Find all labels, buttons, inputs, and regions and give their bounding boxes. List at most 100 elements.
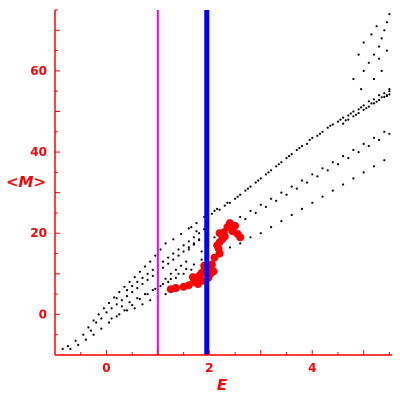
black-points-point (280, 220, 283, 223)
black-points-point (143, 293, 147, 296)
black-points-point (177, 272, 180, 275)
black-points-point (326, 169, 329, 172)
black-points-point (318, 132, 322, 135)
black-points-point (151, 274, 154, 277)
black-points-point (125, 309, 129, 312)
black-points-point (300, 144, 304, 148)
black-points-point (362, 171, 365, 174)
black-points-point (370, 33, 373, 36)
black-points-point (118, 291, 121, 294)
vertical-lines (156, 10, 210, 355)
black-points-point (69, 347, 72, 350)
black-points-point (118, 313, 121, 316)
black-points-point (149, 260, 152, 263)
black-points-point (234, 197, 237, 200)
black-points-point (141, 282, 144, 286)
black-points-point (216, 207, 219, 210)
black-points-point (388, 132, 391, 135)
black-points-point (228, 201, 231, 204)
black-points-point (362, 104, 365, 107)
black-points-point (280, 161, 283, 164)
black-points-point (141, 276, 144, 279)
black-points-point (164, 277, 167, 280)
black-points-point (280, 191, 283, 194)
black-points-point (367, 100, 370, 103)
black-points-point (177, 248, 180, 251)
black-points-point (133, 307, 136, 310)
y-tick-label: 40 (30, 145, 47, 159)
red-cluster-point (209, 267, 218, 276)
black-points-point (367, 105, 370, 108)
black-points-point (375, 100, 378, 103)
black-points-point (362, 69, 365, 72)
black-points-point (326, 126, 329, 129)
black-points-point (190, 226, 193, 229)
black-points-point (213, 236, 216, 239)
black-points-point (174, 268, 177, 271)
red-cluster-point (215, 249, 224, 258)
black-points-point (161, 266, 165, 269)
black-points-point (298, 146, 301, 150)
black-points-point (195, 222, 198, 225)
black-points-point (107, 321, 111, 324)
black-points-point (362, 41, 365, 44)
black-points-point (239, 215, 242, 219)
black-points-point (336, 163, 340, 166)
black-points-point (151, 289, 154, 292)
black-points-point (146, 272, 149, 275)
black-points-point (154, 254, 157, 257)
black-points-point (113, 296, 116, 299)
black-points-point (275, 199, 278, 202)
black-points-point (380, 69, 383, 72)
black-points-point (290, 213, 293, 217)
black-points-point (352, 148, 355, 152)
black-points-point (347, 118, 350, 121)
black-points-point (357, 112, 360, 115)
black-points-point (288, 155, 291, 158)
black-points-point (218, 208, 221, 211)
black-points-point (192, 263, 195, 266)
black-points-point (300, 207, 304, 210)
black-points-point (84, 338, 87, 341)
black-points-point (120, 299, 123, 302)
black-points-point (123, 285, 126, 288)
black-points-point (125, 295, 129, 298)
black-points-point (352, 77, 355, 81)
black-points-point (223, 204, 226, 207)
black-points-point (146, 293, 149, 296)
black-points-point (352, 115, 355, 118)
black-points-point (115, 315, 118, 318)
black-points-point (383, 159, 386, 162)
black-points-point (329, 124, 332, 127)
x-tick-label: 0 (102, 361, 110, 375)
black-points-point (388, 88, 391, 91)
black-points-point (164, 293, 167, 296)
black-points-point (365, 107, 368, 110)
black-points-point (347, 114, 350, 117)
black-points-point (362, 142, 365, 145)
black-points-point (362, 108, 365, 111)
black-points-point (367, 61, 370, 64)
black-points-point (249, 236, 252, 239)
black-points-point (331, 123, 334, 126)
black-points-point (136, 280, 139, 283)
black-points-point (187, 248, 190, 251)
black-points-point (192, 236, 195, 239)
black-points-point (138, 270, 141, 273)
black-points-point (172, 252, 175, 255)
black-points-point (110, 317, 113, 320)
black-points-point (370, 102, 373, 105)
black-points-point (300, 179, 304, 182)
black-points-point (367, 144, 370, 148)
black-points-point (378, 45, 381, 48)
black-points-point (311, 136, 314, 139)
black-points-point (125, 289, 129, 292)
black-points-point (200, 258, 203, 261)
x-axis-title: E (217, 376, 228, 394)
black-points-point (131, 291, 134, 294)
black-points-point (354, 113, 358, 116)
black-points-point (185, 267, 188, 271)
black-points-point (161, 282, 165, 286)
black-points-point (277, 163, 280, 166)
black-points-point (285, 157, 288, 160)
